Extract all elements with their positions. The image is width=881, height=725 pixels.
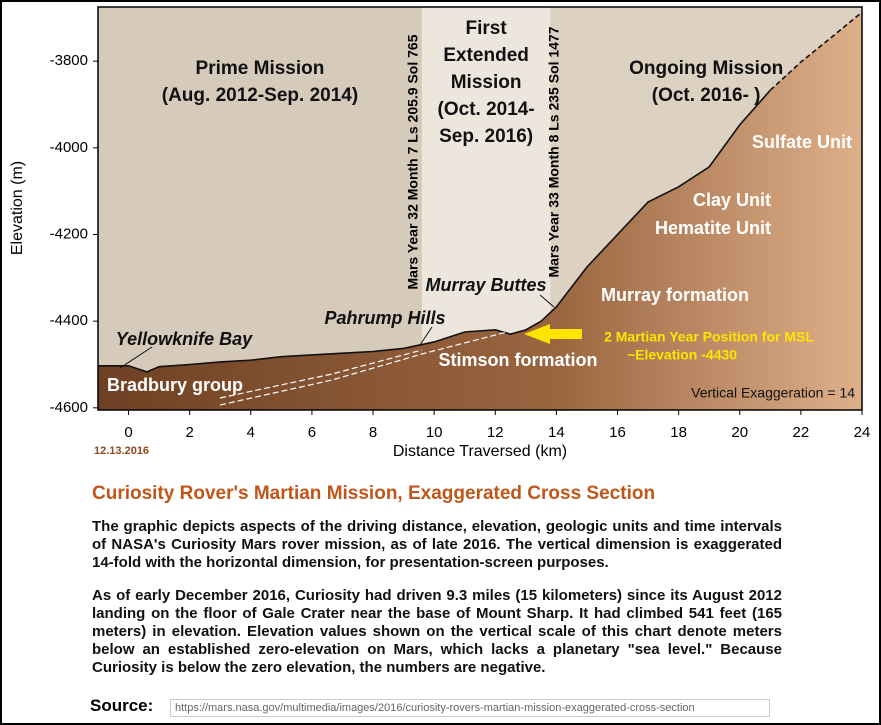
x-tick-label: 10 (426, 424, 443, 441)
chart: Prime Mission (Aug. 2012-Sep. 2014) First E… (9, 6, 871, 460)
mission-region (98, 7, 422, 410)
x-tick-label: 12 (487, 424, 504, 441)
x-tick-label: 4 (247, 424, 255, 441)
x-tick-label: 6 (308, 424, 316, 441)
mission-label: Mission (451, 72, 522, 93)
ground-area (770, 12, 862, 410)
position-note: ~Elevation -4430 (627, 347, 737, 363)
paragraph: As of early December 2016, Curiosity had… (92, 587, 782, 676)
mission-label: Extended (443, 45, 529, 66)
y-tick-label: -4400 (50, 312, 88, 329)
y-tick-label: -4200 (50, 225, 88, 242)
y-axis-title: Elevation (m) (9, 161, 26, 255)
paragraph: The graphic depicts aspects of the drivi… (92, 518, 782, 571)
source-url: https://mars.nasa.gov/multimedia/images/… (170, 699, 770, 717)
x-tick-label: 24 (854, 424, 871, 441)
unit-label: Bradbury group (107, 375, 243, 395)
mission-label: (Oct. 2014- (438, 99, 535, 120)
x-tick-label: 22 (793, 424, 810, 441)
place-label: Yellowknife Bay (116, 329, 253, 349)
x-tick-label: 16 (609, 424, 626, 441)
source-label: Source: (90, 696, 154, 715)
unit-label: Stimson formation (438, 350, 597, 370)
x-tick-label: 2 (186, 424, 194, 441)
x-tick-label: 20 (731, 424, 748, 441)
place-label: Pahrump Hills (324, 308, 445, 328)
y-tick-label: -3800 (50, 52, 88, 69)
unit-label: Hematite Unit (655, 218, 771, 238)
y-tick-label: -4000 (50, 139, 88, 156)
sol-label: Mars Year 32 Month 7 Ls 205.9 Sol 765 (405, 34, 421, 289)
x-axis-title: Distance Traversed (km) (393, 443, 567, 460)
sol-label: Mars Year 33 Month 8 Ls 235 Sol 1477 (546, 26, 562, 277)
place-label: Murray Buttes (425, 275, 546, 295)
x-tick-label: 8 (369, 424, 377, 441)
date: 12.13.2016 (94, 445, 149, 457)
mission-label: Sep. 2016) (439, 126, 533, 147)
mission-label: (Aug. 2012-Sep. 2014) (162, 85, 358, 106)
mission-label: (Oct. 2016- ) (652, 85, 761, 106)
mission-label: Prime Mission (196, 58, 325, 79)
profile-line (98, 89, 771, 373)
unit-label: Sulfate Unit (752, 132, 852, 152)
x-tick-label: 14 (548, 424, 565, 441)
ground-area (98, 90, 771, 410)
leader-lines (119, 294, 555, 369)
y-tick-label: -4600 (50, 399, 88, 416)
exaggeration-note: Vertical Exaggeration = 14 (691, 385, 855, 401)
profile-line (769, 11, 863, 91)
strata (219, 331, 508, 406)
position-note: 2 Martian Year Position for MSL (604, 329, 814, 345)
x-tick-label: 0 (124, 424, 132, 441)
mission-label: Ongoing Mission (629, 58, 783, 79)
x-tick-label: 18 (670, 424, 687, 441)
unit-label: Murray formation (601, 285, 749, 305)
plot-frame (97, 6, 863, 411)
document-title: Curiosity Rover's Martian Mission, Exagg… (92, 483, 656, 504)
unit-label: Clay Unit (693, 190, 771, 210)
position-arrow (524, 324, 582, 344)
mission-label: First (466, 18, 508, 39)
